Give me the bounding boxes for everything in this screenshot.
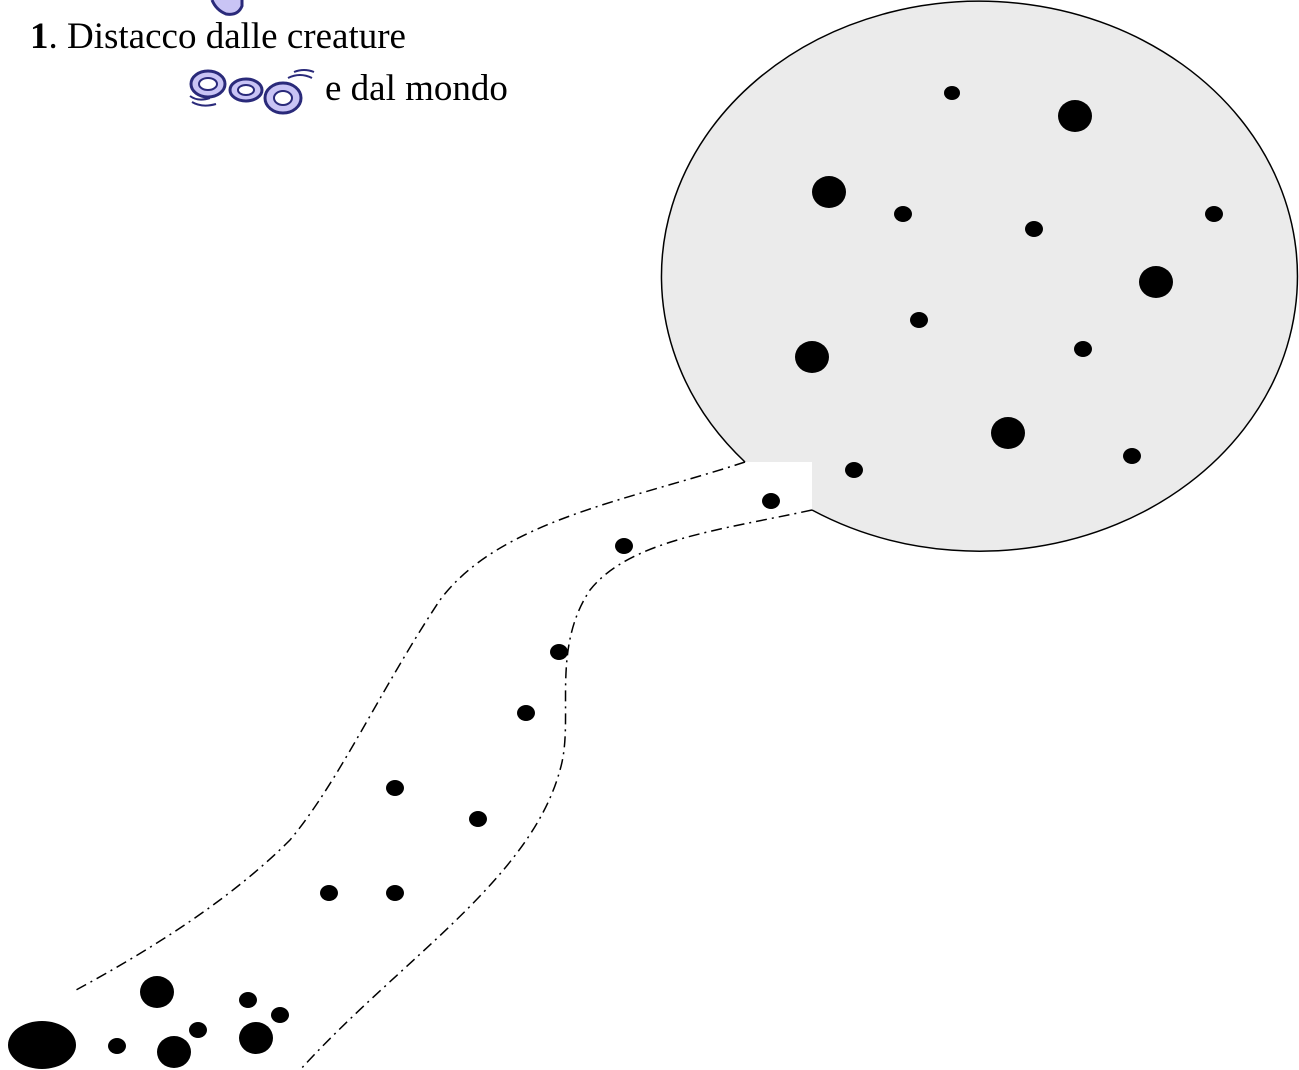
dot [894, 206, 912, 222]
dot [189, 1022, 207, 1038]
dot [108, 1038, 126, 1054]
dot [1139, 266, 1173, 298]
dot [239, 1022, 273, 1054]
chain-icon [189, 69, 315, 115]
dot [239, 992, 257, 1008]
stream-edge-lower [299, 509, 813, 1070]
dot [386, 780, 404, 796]
scattered-dots [8, 976, 289, 1069]
dot [140, 976, 174, 1008]
dot [550, 644, 568, 660]
heading-line-1: 1. Distacco dalle creature [30, 16, 406, 58]
dot [517, 705, 535, 721]
dot [320, 885, 338, 901]
dot [762, 493, 780, 509]
dot [1205, 206, 1223, 222]
dot [1123, 448, 1141, 464]
heading-line-2: e dal mondo [325, 68, 508, 109]
dot [910, 312, 928, 328]
dot [944, 86, 960, 100]
dot [1025, 221, 1043, 237]
dot [157, 1036, 191, 1068]
circle-dots [795, 86, 1223, 478]
heading-separator: . [48, 16, 67, 57]
dot [795, 341, 829, 373]
stream-dots [320, 493, 780, 901]
world-circle [661, 1, 1298, 552]
dot [386, 885, 404, 901]
dot [8, 1021, 76, 1069]
stream-edge-upper [75, 461, 746, 991]
world-circle-outline [660, 0, 1299, 552]
dot [1058, 100, 1092, 132]
dot [1074, 341, 1092, 357]
dot [469, 811, 487, 827]
chain-icon [210, 0, 244, 16]
heading-number: 1 [30, 16, 49, 57]
dot [812, 176, 846, 208]
dot [845, 462, 863, 478]
dot [991, 417, 1025, 449]
dot [271, 1007, 289, 1023]
dot [615, 538, 633, 554]
heading-text: Distacco dalle creature [67, 16, 406, 57]
